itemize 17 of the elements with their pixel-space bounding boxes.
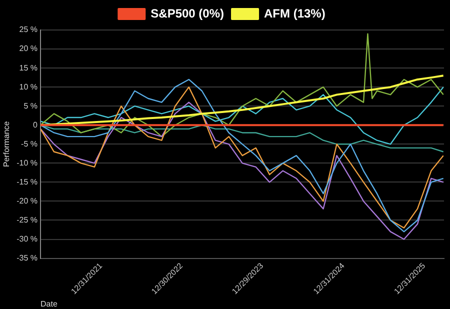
y-tick-label: 5 % <box>24 101 38 110</box>
y-tick-label: 0 <box>33 120 38 130</box>
y-axis-title: Performance <box>2 120 12 168</box>
legend-label: AFM (13%) <box>264 6 326 20</box>
y-tick-label: -15 % <box>16 177 38 186</box>
y-tick-label: -20 % <box>16 196 38 206</box>
y-tick-label: -5 % <box>21 139 38 148</box>
y-tick-label: -10 % <box>16 158 38 168</box>
legend-label: S&P500 (0%) <box>150 6 224 20</box>
y-tick-label: -35 % <box>16 254 38 263</box>
x-axis-title: Date <box>40 299 58 308</box>
y-tick-label: 10 % <box>19 82 38 92</box>
y-tick-label: 20 % <box>19 44 38 54</box>
y-tick-label: 25 % <box>19 25 38 34</box>
y-tick-label: -30 % <box>16 234 38 244</box>
y-tick-label: -25 % <box>16 215 38 224</box>
y-tick-label: 15 % <box>19 63 38 72</box>
